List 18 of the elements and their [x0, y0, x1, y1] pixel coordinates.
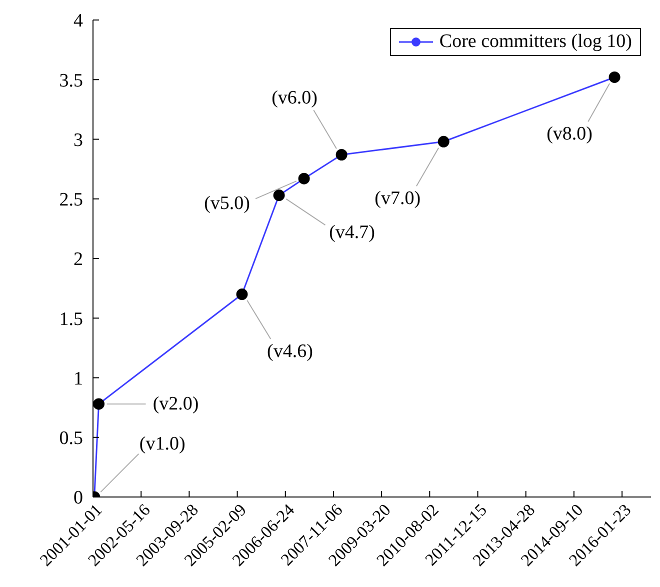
- y-tick-label: 3: [74, 130, 83, 151]
- y-tick-label: 4: [74, 10, 84, 32]
- y-tick-label: 0: [74, 488, 83, 509]
- annotation: (v4.7): [329, 222, 375, 243]
- y-tick-label: 2.5: [59, 190, 83, 211]
- annotation: (v4.6): [267, 340, 313, 362]
- annotation: (v8.0): [546, 124, 592, 145]
- y-tick-label: 1: [74, 368, 83, 390]
- legend-label: Core committers (log 10): [439, 31, 632, 53]
- annotation: (v5.0): [204, 193, 250, 214]
- y-tick-label: 3.5: [59, 70, 83, 92]
- annotation: (v2.0): [152, 393, 199, 414]
- annotation: (v7.0): [374, 188, 421, 210]
- y-tick-label: 0.5: [59, 428, 83, 450]
- annotation: (v6.0): [272, 87, 318, 108]
- annotation: (v1.0): [139, 434, 186, 454]
- y-tick-label: 1.5: [59, 308, 83, 330]
- y-tick-label: 2: [74, 249, 83, 270]
